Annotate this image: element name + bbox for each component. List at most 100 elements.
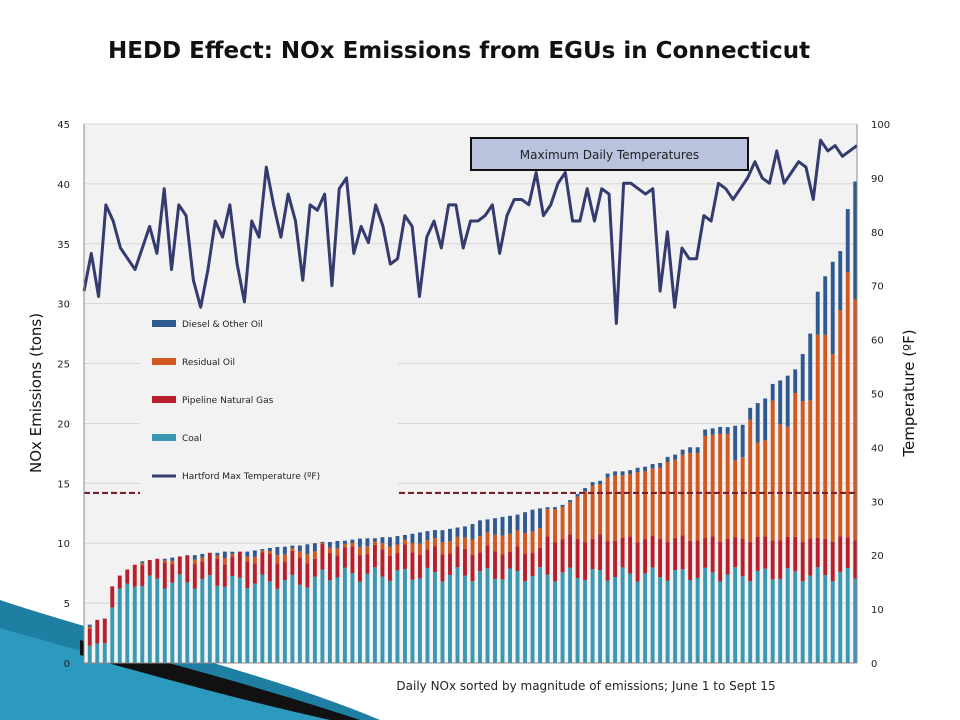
bar-segment-pipeline-natural-gas (275, 563, 280, 589)
bar-segment-pipeline-natural-gas (425, 549, 430, 568)
bar-segment-diesel-other-oil (785, 375, 790, 427)
y-tick-label: 35 (57, 240, 70, 251)
bar-segment-coal (237, 577, 242, 663)
bar-segment-pipeline-natural-gas (800, 541, 805, 582)
bar-segment-diesel-other-oil (763, 398, 768, 441)
bar-segment-coal (853, 578, 858, 663)
x-axis-title: Daily NOx sorted by magnitude of emissio… (396, 679, 775, 693)
bar-segment-coal (740, 576, 745, 663)
bar-segment-pipeline-natural-gas (778, 540, 783, 579)
bar-segment-residual-oil (763, 440, 768, 537)
bar-segment-pipeline-natural-gas (260, 552, 265, 575)
bar-segment-pipeline-natural-gas (395, 553, 400, 571)
bar-segment-residual-oil (305, 553, 310, 564)
bar-segment-pipeline-natural-gas (380, 549, 385, 577)
bar-segment-pipeline-natural-gas (365, 554, 370, 574)
bar-segment-residual-oil (463, 537, 467, 549)
bar-segment-pipeline-natural-gas (350, 546, 355, 574)
bar-segment-pipeline-natural-gas (763, 536, 768, 569)
bar-segment-pipeline-natural-gas (673, 537, 678, 571)
y-tick-label: 30 (57, 300, 70, 311)
bar-segment-coal (823, 575, 828, 663)
y-tick-label: 0 (64, 659, 70, 670)
bar-segment-pipeline-natural-gas (808, 538, 813, 576)
bar-segment-coal (380, 576, 385, 663)
y-tick-label: 20 (57, 419, 70, 430)
bar-segment-residual-oil (770, 400, 775, 541)
bar-segment-diesel-other-oil (575, 494, 580, 497)
bar-segment-residual-oil (605, 477, 610, 542)
bar-segment-pipeline-natural-gas (628, 536, 633, 574)
legend-label: Pipeline Natural Gas (182, 396, 274, 406)
bar-segment-pipeline-natural-gas (237, 551, 242, 578)
bar-segment-diesel-other-oil (192, 555, 197, 560)
bar-segment-coal (800, 581, 805, 663)
bar-segment-coal (815, 567, 820, 663)
bar-segment-coal (312, 576, 317, 663)
bar-segment-diesel-other-oil (793, 369, 798, 394)
bar-segment-residual-oil (200, 557, 205, 562)
bar-segment-coal (215, 585, 220, 663)
legend-label: Residual Oil (182, 358, 235, 368)
bar-segment-coal (365, 573, 370, 663)
bar-segment-residual-oil (785, 426, 790, 537)
bar-segment-coal (650, 567, 655, 663)
bar-segment-coal (590, 569, 595, 663)
bar-segment-diesel-other-oil (470, 524, 475, 540)
bar-segment-coal (658, 577, 663, 663)
bar-segment-diesel-other-oil (493, 518, 497, 535)
bar-segment-residual-oil (493, 534, 497, 552)
bar-segment-diesel-other-oil (327, 542, 332, 548)
bar-segment-residual-oil (613, 475, 618, 541)
bar-segment-diesel-other-oil (800, 353, 805, 402)
bar-segment-pipeline-natural-gas (125, 569, 130, 584)
bar-segment-coal (830, 581, 835, 663)
bar-segment-coal (508, 568, 512, 663)
bar-segment-coal (327, 580, 332, 663)
bar-segment-residual-oil (733, 460, 738, 538)
bar-segment-pipeline-natural-gas (102, 618, 107, 643)
legend-label: Diesel & Other Oil (182, 320, 263, 330)
bar-segment-pipeline-natural-gas (755, 536, 760, 571)
bar-segment-diesel-other-oil (545, 507, 550, 510)
bar-segment-pipeline-natural-gas (87, 628, 92, 646)
bar-segment-pipeline-natural-gas (312, 558, 317, 577)
bar-segment-coal (350, 573, 355, 663)
bar-segment-pipeline-natural-gas (448, 553, 452, 575)
bar-segment-coal (538, 567, 542, 663)
bar-segment-pipeline-natural-gas (725, 538, 730, 575)
bar-segment-residual-oil (290, 548, 295, 551)
bar-segment-pipeline-natural-gas (155, 558, 160, 579)
bar-segment-pipeline-natural-gas (290, 550, 295, 575)
bar-segment-pipeline-natural-gas (403, 544, 407, 569)
bar-segment-coal (342, 567, 347, 663)
bar-segment-coal (290, 574, 295, 663)
bar-segment-coal (628, 573, 633, 663)
bar-segment-pipeline-natural-gas (110, 586, 115, 608)
bar-segment-diesel-other-oil (808, 333, 813, 401)
bar-segment-coal (688, 579, 693, 663)
bar-segment-coal (110, 607, 115, 663)
bar-segment-residual-oil (590, 485, 595, 539)
bar-segment-coal (275, 588, 280, 663)
bar-segment-diesel-other-oil (530, 509, 535, 532)
bar-segment-residual-oil (703, 436, 708, 538)
y-tick-label: 5 (64, 599, 70, 610)
bar-segment-diesel-other-oil (162, 558, 167, 561)
bar-segment-coal (245, 588, 250, 663)
bar-segment-coal (545, 574, 550, 663)
bar-segment-diesel-other-oil (440, 530, 445, 543)
y2-tick-label: 20 (871, 551, 884, 562)
bar-segment-pipeline-natural-gas (823, 538, 828, 576)
bar-segment-coal (162, 588, 167, 663)
bar-segment-residual-oil (808, 400, 813, 539)
bar-segment-residual-oil (583, 491, 588, 543)
bar-segment-diesel-other-oil (680, 449, 685, 455)
bar-segment-pipeline-natural-gas (838, 536, 843, 572)
bar-segment-diesel-other-oil (838, 251, 843, 311)
bar-segment-diesel-other-oil (508, 515, 512, 534)
bar-segment-coal (282, 579, 287, 663)
bar-segment-residual-oil (823, 334, 828, 539)
bar-segment-coal (673, 570, 678, 663)
bar-segment-residual-oil (372, 541, 377, 545)
